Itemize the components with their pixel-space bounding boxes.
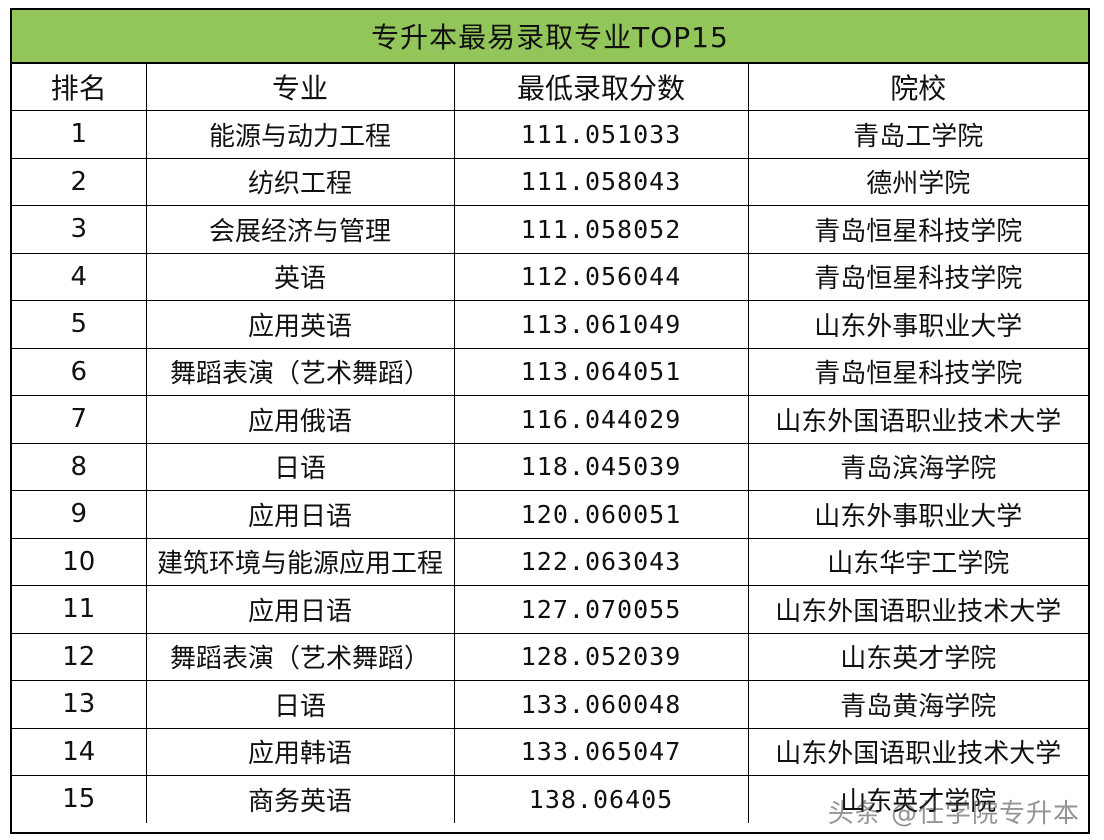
cell-school: 山东英才学院 bbox=[747, 775, 1088, 823]
cell-rank: 9 bbox=[12, 490, 147, 539]
cell-rank: 13 bbox=[12, 680, 147, 729]
cell-major: 建筑环境与能源应用工程 bbox=[145, 537, 455, 586]
cell-rank: 8 bbox=[12, 442, 147, 491]
cell-major: 舞蹈表演（艺术舞蹈） bbox=[145, 632, 455, 681]
table-title: 专升本最易录取专业TOP15 bbox=[12, 10, 1088, 64]
cell-school: 山东华宇工学院 bbox=[747, 537, 1088, 586]
cell-rank: 11 bbox=[12, 585, 147, 634]
header-major: 专业 bbox=[145, 64, 455, 111]
table-body: 1 能源与动力工程 111.051033 青岛工学院 2 纺织工程 111.058043 德州… bbox=[12, 110, 1088, 823]
table-row: 7 应用俄语 116.044029 山东外国语职业技术大学 bbox=[12, 395, 1088, 444]
cell-min-score: 112.056044 bbox=[453, 252, 749, 301]
header-school: 院校 bbox=[747, 64, 1088, 111]
cell-school: 山东外国语职业技术大学 bbox=[747, 727, 1088, 776]
cell-major: 应用韩语 bbox=[145, 727, 455, 776]
cell-school: 山东外国语职业技术大学 bbox=[747, 585, 1088, 634]
cell-major: 纺织工程 bbox=[145, 157, 455, 206]
cell-rank: 3 bbox=[12, 205, 147, 254]
cell-school: 青岛黄海学院 bbox=[747, 680, 1088, 729]
cell-school: 德州学院 bbox=[747, 157, 1088, 206]
cell-school: 山东外国语职业技术大学 bbox=[747, 395, 1088, 444]
cell-min-score: 111.058052 bbox=[453, 205, 749, 254]
table-row: 13 日语 133.060048 青岛黄海学院 bbox=[12, 680, 1088, 729]
cell-min-score: 118.045039 bbox=[453, 442, 749, 491]
cell-major: 英语 bbox=[145, 252, 455, 301]
cell-min-score: 116.044029 bbox=[453, 395, 749, 444]
table-row: 5 应用英语 113.061049 山东外事职业大学 bbox=[12, 300, 1088, 349]
ranking-table: 排名 专业 最低录取分数 院校 1 能源与动力工程 111.051033 青岛工学院 2… bbox=[12, 64, 1088, 823]
cell-min-score: 122.063043 bbox=[453, 537, 749, 586]
table-row: 11 应用日语 127.070055 山东外国语职业技术大学 bbox=[12, 585, 1088, 634]
ranking-table-sheet: 专升本最易录取专业TOP15 排名 专业 最低录取分数 院校 1 能源与动力工程 1… bbox=[10, 8, 1090, 834]
cell-min-score: 113.064051 bbox=[453, 347, 749, 396]
table-row: 3 会展经济与管理 111.058052 青岛恒星科技学院 bbox=[12, 205, 1088, 254]
cell-min-score: 111.051033 bbox=[453, 110, 749, 159]
cell-min-score: 127.070055 bbox=[453, 585, 749, 634]
cell-school: 青岛滨海学院 bbox=[747, 442, 1088, 491]
header-rank: 排名 bbox=[12, 64, 147, 111]
table-row: 2 纺织工程 111.058043 德州学院 bbox=[12, 157, 1088, 206]
cell-major: 应用英语 bbox=[145, 300, 455, 349]
cell-school: 青岛恒星科技学院 bbox=[747, 205, 1088, 254]
cell-school: 青岛恒星科技学院 bbox=[747, 252, 1088, 301]
cell-major: 会展经济与管理 bbox=[145, 205, 455, 254]
table-row: 15 商务英语 138.06405 山东英才学院 bbox=[12, 775, 1088, 823]
watermark-text: 头条 @仕学院专升本 bbox=[827, 799, 1080, 829]
cell-rank: 4 bbox=[12, 252, 147, 301]
table-row: 12 舞蹈表演（艺术舞蹈） 128.052039 山东英才学院 bbox=[12, 632, 1088, 681]
cell-min-score: 128.052039 bbox=[453, 632, 749, 681]
cell-major: 商务英语 bbox=[145, 775, 455, 823]
cell-min-score: 120.060051 bbox=[453, 490, 749, 539]
cell-major: 日语 bbox=[145, 442, 455, 491]
table-row: 8 日语 118.045039 青岛滨海学院 bbox=[12, 442, 1088, 491]
cell-rank: 10 bbox=[12, 537, 147, 586]
table-row: 1 能源与动力工程 111.051033 青岛工学院 bbox=[12, 110, 1088, 159]
cell-school: 山东外事职业大学 bbox=[747, 490, 1088, 539]
table-row: 10 建筑环境与能源应用工程 122.063043 山东华宇工学院 bbox=[12, 537, 1088, 586]
cell-min-score: 138.06405 bbox=[453, 775, 749, 823]
cell-min-score: 113.061049 bbox=[453, 300, 749, 349]
cell-major: 能源与动力工程 bbox=[145, 110, 455, 159]
table-row: 4 英语 112.056044 青岛恒星科技学院 bbox=[12, 252, 1088, 301]
cell-major: 日语 bbox=[145, 680, 455, 729]
table-row: 9 应用日语 120.060051 山东外事职业大学 bbox=[12, 490, 1088, 539]
cell-major: 舞蹈表演（艺术舞蹈） bbox=[145, 347, 455, 396]
cell-major: 应用日语 bbox=[145, 490, 455, 539]
cell-rank: 14 bbox=[12, 727, 147, 776]
cell-rank: 6 bbox=[12, 347, 147, 396]
cell-school: 青岛恒星科技学院 bbox=[747, 347, 1088, 396]
cell-rank: 15 bbox=[12, 775, 147, 823]
cell-rank: 7 bbox=[12, 395, 147, 444]
cell-school: 山东外事职业大学 bbox=[747, 300, 1088, 349]
cell-min-score: 133.065047 bbox=[453, 727, 749, 776]
header-min-score: 最低录取分数 bbox=[453, 64, 749, 111]
cell-rank: 2 bbox=[12, 157, 147, 206]
cell-school: 山东英才学院 bbox=[747, 632, 1088, 681]
cell-major: 应用俄语 bbox=[145, 395, 455, 444]
cell-min-score: 133.060048 bbox=[453, 680, 749, 729]
cell-rank: 1 bbox=[12, 110, 147, 159]
cell-major: 应用日语 bbox=[145, 585, 455, 634]
header-row: 排名 专业 最低录取分数 院校 bbox=[12, 64, 1088, 111]
cell-min-score: 111.058043 bbox=[453, 157, 749, 206]
table-row: 14 应用韩语 133.065047 山东外国语职业技术大学 bbox=[12, 727, 1088, 776]
table-row: 6 舞蹈表演（艺术舞蹈） 113.064051 青岛恒星科技学院 bbox=[12, 347, 1088, 396]
cell-school: 青岛工学院 bbox=[747, 110, 1088, 159]
cell-rank: 5 bbox=[12, 300, 147, 349]
cell-rank: 12 bbox=[12, 632, 147, 681]
